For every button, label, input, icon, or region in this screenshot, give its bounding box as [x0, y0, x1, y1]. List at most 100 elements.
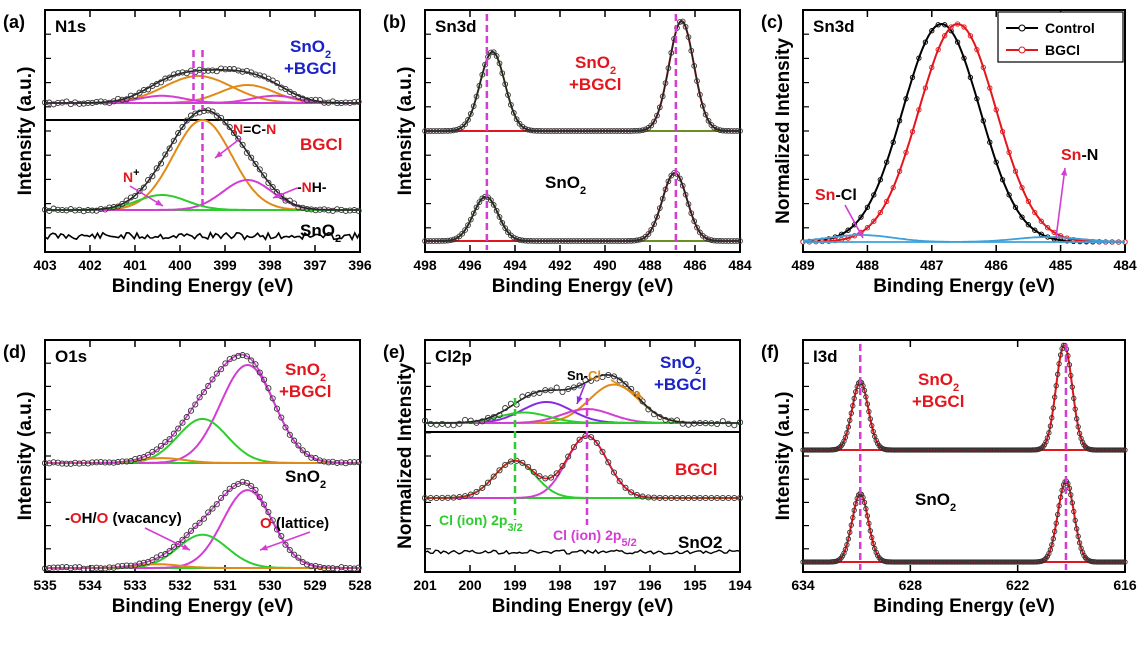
data-point: [430, 128, 437, 134]
x-tick-label: 528: [348, 577, 372, 593]
label-part: -Cl: [835, 187, 856, 204]
x-tick-label: 199: [503, 577, 527, 593]
bond-annotation: Sn-Cl: [567, 368, 601, 383]
x-tick-label: 403: [33, 257, 57, 273]
data-point: [433, 128, 440, 134]
legend-entry: BGCl: [1045, 42, 1080, 58]
data-point: [645, 231, 652, 237]
label-part: 2: [695, 365, 701, 377]
data-point: [439, 128, 446, 134]
data-point: [447, 127, 454, 134]
panel-e: (e) Cl2p 201 200 199 198 197 196 195 194 Binding E…: [383, 339, 752, 617]
data-point: [84, 460, 92, 467]
data-point: [295, 204, 302, 211]
x-tick-label: 398: [258, 257, 282, 273]
data-point: [1049, 415, 1055, 421]
data-point: [1075, 533, 1081, 540]
data-point: [433, 494, 440, 502]
data-point: [728, 128, 735, 134]
data-point: [89, 565, 96, 572]
data-point: [145, 451, 152, 458]
data-point: [651, 118, 657, 125]
data-point: [243, 149, 250, 156]
data-point: [213, 68, 220, 75]
data-point: [858, 491, 865, 498]
data-point: [447, 237, 454, 244]
data-point: [80, 459, 87, 466]
data-point: [634, 237, 640, 244]
data-point: [248, 357, 255, 364]
data-point: [334, 206, 341, 213]
data-point: [1079, 439, 1086, 445]
arrow-head: [273, 192, 281, 199]
data-point: [593, 238, 600, 244]
data-point: [625, 238, 632, 244]
data-point: [539, 128, 546, 134]
data-point: [870, 540, 876, 547]
label-part: SnO2: [678, 533, 722, 552]
plot-frame: [802, 339, 1126, 573]
data-point: [585, 238, 592, 244]
data-point: [145, 86, 152, 93]
label-part: BGCl: [300, 135, 343, 154]
data-point: [450, 422, 457, 429]
y-axis-label: Intensity (a.u.): [395, 67, 416, 196]
label-part: -: [65, 510, 70, 527]
data-point: [711, 124, 718, 131]
data-point: [863, 506, 869, 512]
data-point: [530, 390, 537, 397]
data-point: [106, 459, 113, 466]
data-point: [705, 236, 712, 243]
data-point: [1071, 395, 1077, 402]
data-point: [110, 564, 117, 571]
data-point: [355, 564, 362, 571]
data-point: [445, 237, 451, 244]
x-tick-label: 529: [303, 577, 327, 593]
x-tick-label: 201: [413, 577, 437, 593]
data-point: [59, 460, 66, 467]
data-point: [209, 67, 216, 74]
label-part: +: [133, 167, 139, 179]
data-point: [513, 236, 520, 242]
data-point: [459, 230, 466, 237]
data-point: [614, 238, 620, 244]
data-point: [717, 127, 723, 133]
data-point: [243, 67, 250, 74]
arrow-head: [155, 199, 163, 206]
data-point: [72, 564, 79, 571]
data-point: [256, 72, 263, 79]
data-point: [530, 127, 537, 134]
data-point: [513, 116, 520, 123]
x-tick-label: 498: [413, 257, 437, 273]
bond-annotation: Sn-N: [1061, 147, 1098, 164]
x-tick-label: 533: [123, 577, 147, 593]
sample-label: SnO2: [300, 221, 341, 245]
data-point: [425, 238, 431, 244]
data-point: [162, 551, 169, 558]
data-point: [611, 128, 617, 134]
data-point: [334, 100, 341, 107]
data-point: [1071, 508, 1077, 515]
data-point: [636, 236, 643, 243]
x-tick-label: 488: [856, 257, 880, 273]
data-point: [602, 238, 609, 244]
x-tick-label: 400: [168, 257, 192, 273]
data-point: [63, 564, 70, 571]
data-point: [588, 238, 594, 244]
data-point: [688, 47, 695, 54]
data-point: [46, 565, 53, 572]
data-point: [1050, 405, 1056, 411]
x-tick-label: 535: [33, 577, 57, 593]
data-point: [239, 478, 246, 485]
data-point: [308, 563, 315, 570]
data-point: [450, 236, 457, 243]
data-point: [1122, 559, 1128, 565]
data-point: [218, 366, 225, 373]
data-point: [619, 128, 626, 134]
label-part: SnO: [660, 353, 695, 372]
data-point: [842, 434, 849, 441]
data-point: [665, 178, 672, 185]
data-point: [525, 126, 531, 133]
data-point: [230, 130, 238, 137]
label-part: SnO: [915, 490, 950, 509]
